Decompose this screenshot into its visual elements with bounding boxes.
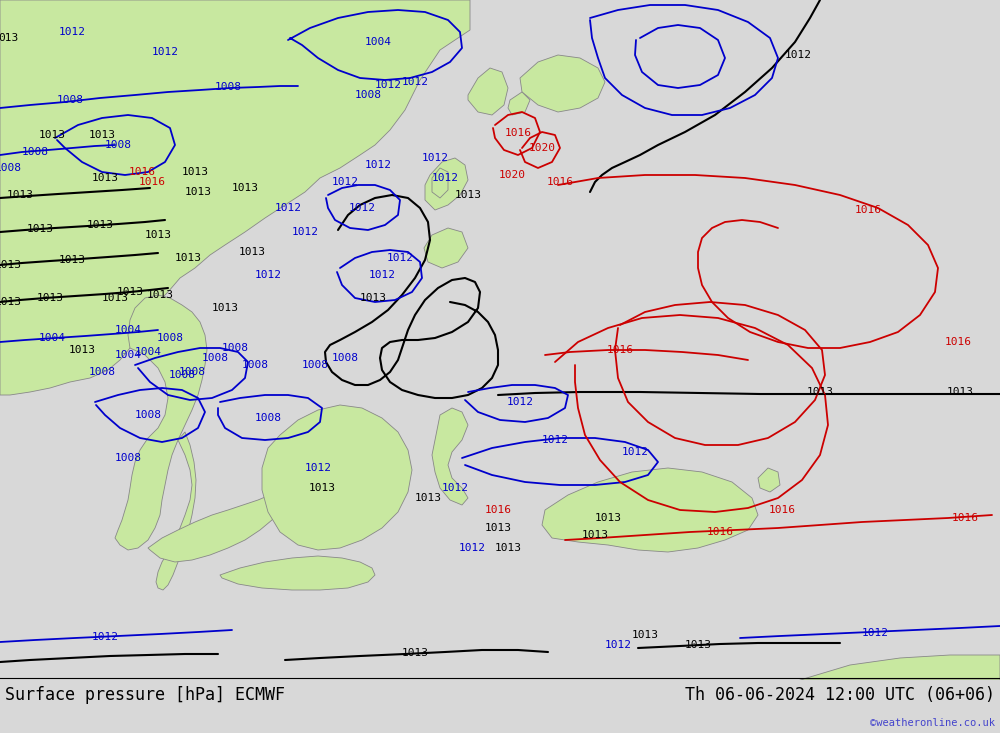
Text: 1013: 1013 (454, 190, 482, 200)
Text: 1016: 1016 (944, 337, 972, 347)
Text: 1013: 1013 (402, 648, 428, 658)
Text: 1008: 1008 (254, 413, 282, 423)
Text: 1012: 1012 (862, 628, 889, 638)
Text: 1012: 1012 (304, 463, 332, 473)
Text: 1004: 1004 (38, 333, 66, 343)
Text: 1016: 1016 (128, 167, 156, 177)
Text: 1020: 1020 (528, 143, 556, 153)
Text: 1016: 1016 (546, 177, 574, 187)
Text: 1013: 1013 (182, 167, 208, 177)
Text: 1020: 1020 (498, 170, 526, 180)
Text: 1013: 1013 (26, 224, 54, 234)
Text: 1012: 1012 (254, 270, 282, 280)
Text: 1012: 1012 (422, 153, 448, 163)
Text: 1012: 1012 (458, 543, 486, 553)
Text: 1004: 1004 (134, 347, 162, 357)
Text: 1012: 1012 (58, 27, 86, 37)
Text: 1016: 1016 (505, 128, 532, 138)
Text: 1008: 1008 (222, 343, 248, 353)
Text: 1008: 1008 (168, 370, 196, 380)
Text: 1012: 1012 (374, 80, 402, 90)
Text: 1012: 1012 (507, 397, 534, 407)
Text: 1004: 1004 (114, 350, 142, 360)
Text: 1012: 1012 (332, 177, 358, 187)
Text: 1016: 1016 (768, 505, 796, 515)
Text: 1013: 1013 (946, 387, 974, 397)
Text: 1008: 1008 (104, 140, 132, 150)
Text: 1008: 1008 (332, 353, 358, 363)
Text: 1013: 1013 (308, 483, 336, 493)
Text: 1016: 1016 (952, 513, 978, 523)
Text: 1012: 1012 (349, 203, 376, 213)
Text: 1004: 1004 (364, 37, 392, 47)
Text: 1013: 1013 (806, 387, 834, 397)
Text: 1013: 1013 (239, 247, 266, 257)
Text: 1008: 1008 (22, 147, 48, 157)
Text: 1008: 1008 (178, 367, 206, 377)
Text: 1013: 1013 (212, 303, 239, 313)
Text: 1013: 1013 (36, 293, 64, 303)
Text: 1016: 1016 (484, 505, 512, 515)
Text: 1013: 1013 (594, 513, 622, 523)
Text: 1013: 1013 (684, 640, 712, 650)
Text: 1013: 1013 (144, 230, 172, 240)
Text: 1013: 1013 (58, 255, 86, 265)
Text: 1016: 1016 (854, 205, 882, 215)
Text: 1012: 1012 (364, 160, 392, 170)
Text: 1008: 1008 (354, 90, 382, 100)
Text: Th 06-06-2024 12:00 UTC (06+06): Th 06-06-2024 12:00 UTC (06+06) (685, 686, 995, 704)
Text: 1012: 1012 (402, 77, 428, 87)
Text: 1008: 1008 (242, 360, 268, 370)
Text: 1012: 1012 (292, 227, 318, 237)
Text: 1013: 1013 (175, 253, 202, 263)
Text: 1013: 1013 (360, 293, 386, 303)
Text: 1008: 1008 (0, 163, 22, 173)
Text: Surface pressure [hPa] ECMWF: Surface pressure [hPa] ECMWF (5, 686, 285, 704)
Text: 1008: 1008 (214, 82, 242, 92)
Text: 1008: 1008 (202, 353, 228, 363)
Text: 1004: 1004 (114, 325, 142, 335)
Text: 1013: 1013 (0, 297, 22, 307)
Text: 1008: 1008 (88, 367, 116, 377)
Text: 1013: 1013 (582, 530, 608, 540)
Text: 1013: 1013 (88, 130, 116, 140)
Text: 1008: 1008 (156, 333, 184, 343)
Text: 1013: 1013 (92, 173, 119, 183)
Text: 1013: 1013 (146, 290, 174, 300)
Text: 1013: 1013 (232, 183, 258, 193)
Text: 1012: 1012 (542, 435, 568, 445)
Text: 1012: 1012 (622, 447, 648, 457)
Text: 1012: 1012 (784, 50, 812, 60)
Text: 1013: 1013 (38, 130, 66, 140)
Text: 1016: 1016 (706, 527, 734, 537)
Text: 1012: 1012 (442, 483, 468, 493)
Text: 1008: 1008 (134, 410, 162, 420)
Text: 1012: 1012 (604, 640, 632, 650)
Text: 1012: 1012 (274, 203, 302, 213)
Text: 1012: 1012 (152, 47, 178, 57)
Text: 1008: 1008 (56, 95, 84, 105)
Text: 1013: 1013 (484, 523, 512, 533)
Text: ©weatheronline.co.uk: ©weatheronline.co.uk (870, 718, 995, 728)
Text: 1012: 1012 (432, 173, 458, 183)
Text: 1013: 1013 (87, 220, 114, 230)
Text: 1013: 1013 (116, 287, 144, 297)
Text: 1013: 1013 (0, 260, 22, 270)
Text: 1012: 1012 (92, 632, 119, 642)
Text: 1008: 1008 (302, 360, 328, 370)
Text: 1013: 1013 (632, 630, 658, 640)
Text: 1008: 1008 (114, 453, 142, 463)
Text: 1012: 1012 (386, 253, 414, 263)
Text: 013: 013 (0, 33, 18, 43)
Text: 1013: 1013 (415, 493, 442, 503)
Text: 1013: 1013 (7, 190, 34, 200)
Text: 1013: 1013 (68, 345, 96, 355)
Text: 1016: 1016 (606, 345, 634, 355)
Text: 1013: 1013 (494, 543, 522, 553)
Text: 1012: 1012 (368, 270, 396, 280)
Text: 1013: 1013 (102, 293, 128, 303)
Text: 1016: 1016 (138, 177, 166, 187)
Text: 1013: 1013 (184, 187, 212, 197)
